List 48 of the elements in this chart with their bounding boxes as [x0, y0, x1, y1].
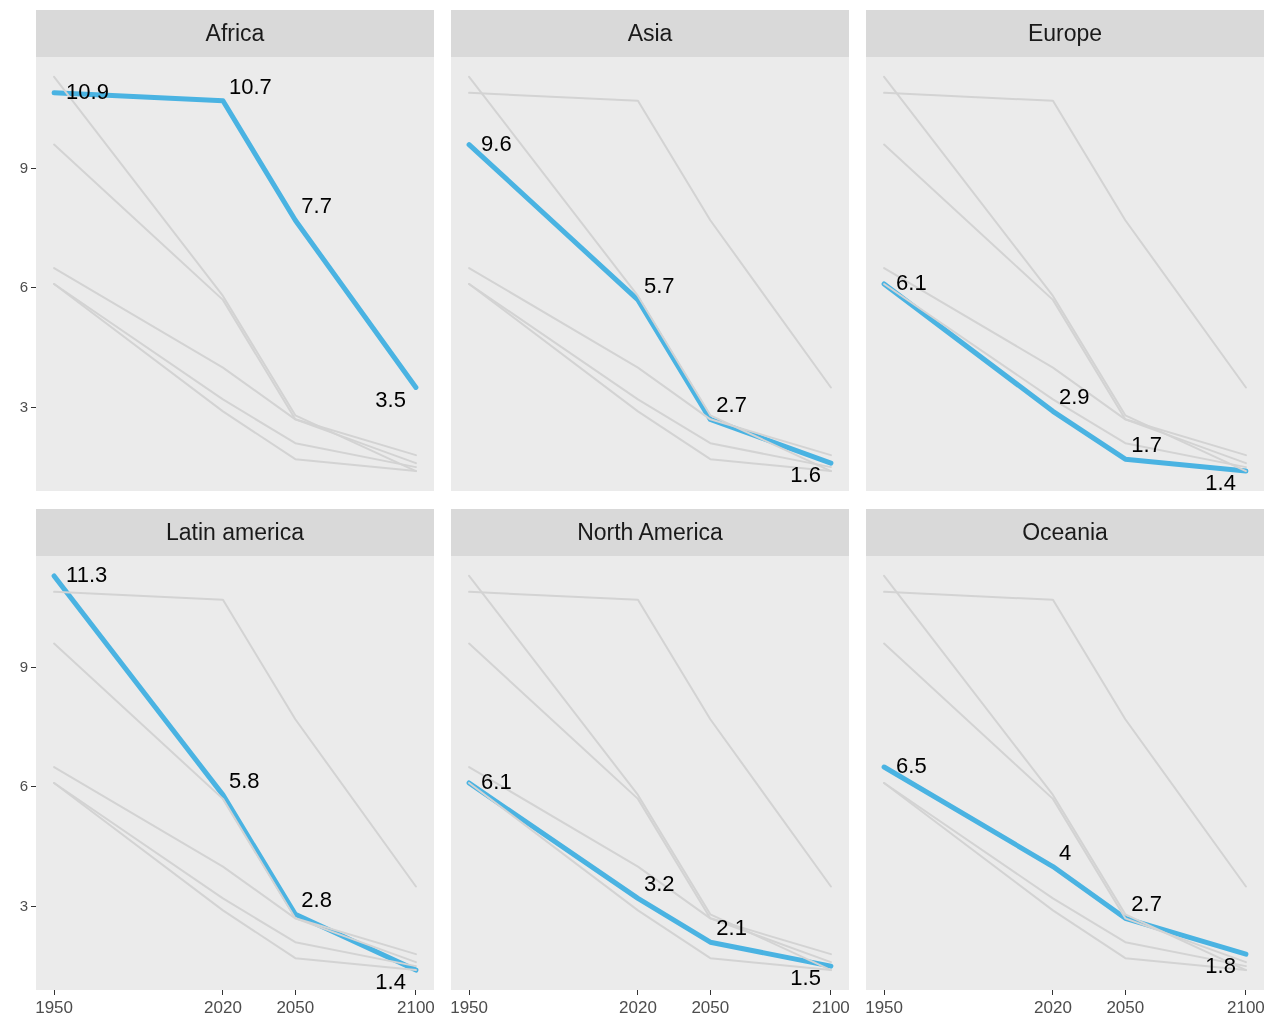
y-tick-label: 3 [19, 896, 28, 914]
chart-title: North America [451, 509, 849, 556]
data-label: 2.8 [301, 887, 332, 913]
x-tick-label: 1950 [35, 997, 73, 1017]
data-label: 4 [1058, 839, 1072, 865]
data-label: 1.5 [790, 965, 821, 991]
y-tick-label: 6 [19, 278, 28, 296]
data-label: 7.7 [301, 193, 332, 219]
chart-title: Europe [866, 10, 1264, 57]
x-tick-label: 2100 [397, 997, 435, 1017]
x-tick-label: 2050 [1106, 997, 1145, 1017]
data-label: 1.8 [1205, 953, 1236, 979]
data-label: 1.4 [375, 969, 406, 995]
y-tick-label: 9 [19, 158, 28, 176]
data-label: 2.1 [716, 915, 747, 941]
x-tick-label: 1950 [450, 997, 488, 1017]
x-tick-label: 2050 [691, 997, 730, 1017]
x-tick-label: 2020 [204, 997, 242, 1017]
chart-title: Africa [36, 10, 434, 57]
x-tick-label: 2100 [811, 997, 850, 1017]
data-label: 5.8 [228, 767, 260, 793]
data-label: 11.3 [66, 561, 108, 587]
chart-title: Asia [451, 10, 849, 57]
data-label: 10.7 [228, 73, 272, 99]
data-label: 6.1 [481, 769, 512, 795]
x-tick-label: 2100 [1226, 997, 1265, 1017]
data-label: 9.6 [481, 130, 512, 156]
y-tick-label: 3 [19, 397, 28, 415]
x-tick-label: 1950 [865, 997, 904, 1017]
x-tick-label: 2020 [1034, 997, 1072, 1017]
chart-title: Latin america [36, 509, 434, 556]
data-label: 2.7 [716, 392, 747, 418]
y-tick-label: 9 [19, 657, 28, 675]
data-label: 1.4 [1205, 470, 1236, 496]
x-tick-label: 2050 [276, 997, 315, 1017]
chart-title: Oceania [866, 509, 1264, 556]
data-label: 6.5 [896, 753, 927, 779]
data-label: 2.7 [1131, 891, 1162, 917]
data-label: 10.9 [66, 78, 109, 104]
y-tick-label: 6 [19, 777, 28, 795]
data-label: 6.1 [896, 270, 927, 296]
data-label: 3.2 [643, 871, 675, 897]
data-label: 1.7 [1131, 432, 1162, 458]
data-label: 5.7 [643, 272, 675, 298]
x-tick-label: 2020 [619, 997, 657, 1017]
data-label: 3.5 [375, 386, 406, 412]
data-label: 2.9 [1058, 384, 1090, 410]
data-label: 1.6 [790, 462, 821, 488]
